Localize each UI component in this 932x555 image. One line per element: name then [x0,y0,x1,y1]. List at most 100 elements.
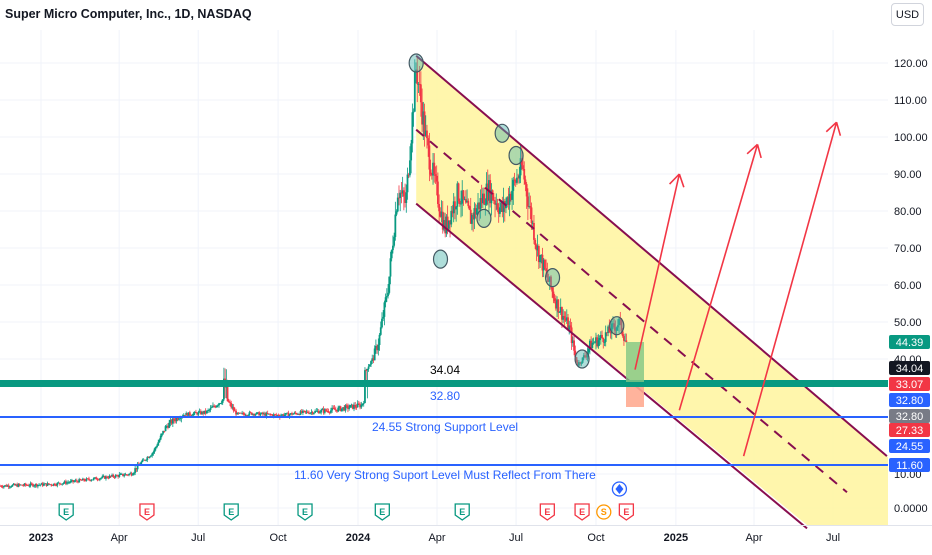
candle-body [39,484,42,486]
position-target-box [626,342,644,382]
currency-button[interactable]: USD [891,3,924,26]
candle-body [295,413,298,415]
candle-body [120,473,123,475]
candle-body [282,414,285,416]
candle-body [154,447,157,449]
price-axis-tick: 0.0000 [894,503,928,515]
candle-body [176,417,179,420]
candle-body [305,411,308,413]
candle-body [187,412,190,416]
candle-body [276,415,279,416]
candle-body [100,477,102,479]
candle-body [418,84,421,85]
candle-body [114,475,117,478]
touch-point-marker [476,208,492,228]
candle-body [441,211,444,230]
price-axis-tick: 50.00 [894,317,922,329]
candle-body [402,190,405,197]
candle-body [77,481,79,483]
candle-body [478,202,481,210]
candle-body [548,276,551,282]
candle-body [416,69,419,85]
candle-body [173,418,175,421]
earnings-marker-letter: E [144,507,150,517]
candle-body [325,409,327,411]
candle-body [492,200,495,201]
candle-body [379,327,382,335]
candle-body [597,340,600,347]
candle-body [598,338,601,341]
candle-body [612,323,614,325]
price-badge: 27.33 [889,423,930,437]
candle-body [32,484,34,487]
candle-body [2,486,5,488]
candle-body [152,451,155,454]
candle-body [474,208,477,215]
candle-body [57,482,60,484]
candle-body [117,475,120,477]
candle-body [80,480,83,481]
candle-body [164,426,167,432]
candle-body [160,433,163,436]
candle-body [5,485,8,487]
candle-body [345,405,348,407]
chart-title: Super Micro Computer, Inc., 1D, NASDAQ [5,7,252,21]
candle-body [473,208,476,220]
candle-body [55,485,58,487]
candle-body [533,223,535,240]
candle-body [299,411,302,415]
candle-body [496,203,499,210]
candle-body [357,403,360,405]
candle-body [616,325,619,328]
time-axis-tick: Jul [509,532,523,544]
candle-body [88,478,90,480]
candle-body [394,214,397,237]
candle-body [223,378,225,400]
price-badge-value: 33.07 [896,379,924,391]
candle-body [269,413,272,415]
candle-body [1,486,4,488]
projection-arrow-head [825,121,838,133]
candle-body [13,483,16,486]
candle-body [486,183,489,201]
candle-body [101,476,104,478]
candle-body [22,485,25,487]
price-badge-value: 27.33 [896,425,924,437]
candle-body [9,486,11,488]
price-badge: 32.80 [889,409,930,423]
candle-body [561,307,563,320]
candle-body [289,413,292,415]
candle-body [407,174,410,176]
candle-body [454,201,456,210]
candle-body [246,415,248,416]
candle-body [608,326,611,333]
candle-body [300,411,303,414]
level-band-33-07 [0,380,888,387]
candle-body [259,413,262,416]
candle-body [49,484,51,486]
earnings-marker-letter: E [579,507,585,517]
earnings-marker-bg [574,503,590,521]
candle-body [619,318,622,320]
price-badge: 11.60 [889,458,930,472]
candle-body [546,270,549,278]
earnings-marker: E [58,503,74,521]
split-marker-bg [596,504,612,520]
price-badge: 44.39 [889,335,930,349]
candle-body [545,268,548,271]
candle-body [147,457,150,458]
candle-body [271,414,274,417]
candle-body [457,183,460,201]
candle-body [452,201,455,214]
candle-body [348,407,351,409]
candle-body [540,254,543,256]
candle-body [388,276,391,293]
candle-body [595,337,597,343]
candle-body [19,484,22,486]
time-axis [0,525,932,551]
touch-point-marker [508,145,524,166]
candle-body [580,362,583,364]
candle-body [609,332,612,334]
